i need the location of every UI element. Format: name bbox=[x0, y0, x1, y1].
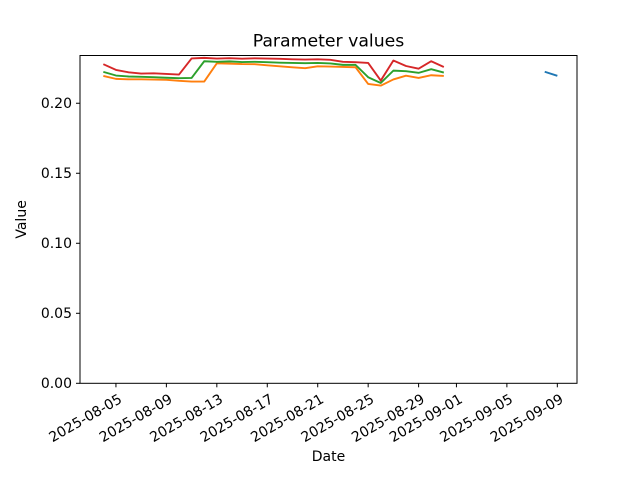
axes-frame bbox=[79, 55, 578, 384]
y-tick-label: 0.15 bbox=[41, 166, 72, 182]
plot-area bbox=[80, 55, 577, 384]
y-axis-label: Value bbox=[14, 200, 30, 238]
x-axis-label: Date bbox=[312, 449, 345, 465]
series-3-green-line bbox=[103, 60, 445, 84]
y-tick-label: 0.00 bbox=[41, 376, 72, 392]
y-tick-label: 0.05 bbox=[41, 306, 72, 322]
series-2-orange-line bbox=[103, 62, 444, 87]
series-layer bbox=[102, 56, 558, 87]
y-tick-label: 0.20 bbox=[41, 96, 72, 112]
series-1-blue-line bbox=[544, 70, 558, 77]
series-4-red-line bbox=[102, 56, 445, 82]
y-tick-label: 0.10 bbox=[41, 236, 72, 252]
chart-title: Parameter values bbox=[253, 32, 405, 52]
